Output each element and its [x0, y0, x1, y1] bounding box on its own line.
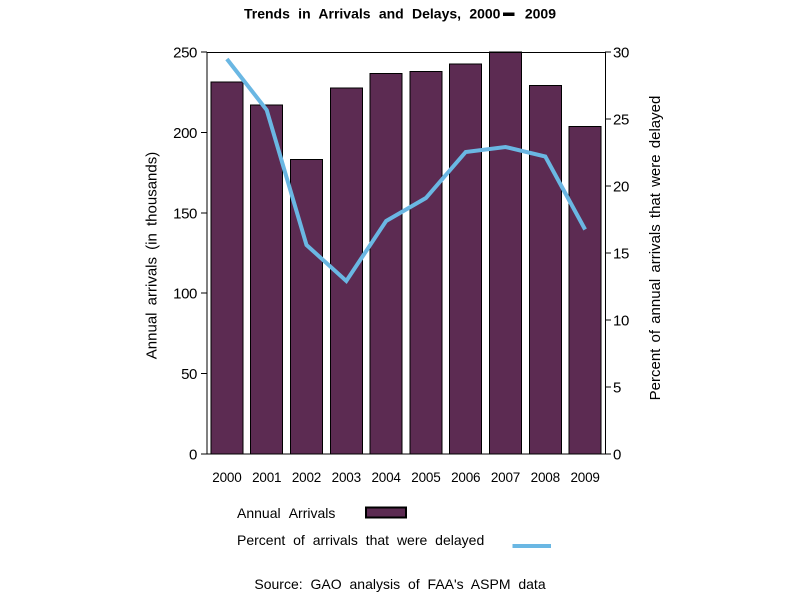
svg-text:150: 150 [173, 205, 197, 222]
svg-text:25: 25 [613, 112, 629, 129]
svg-text:0: 0 [189, 447, 197, 464]
svg-text:15: 15 [613, 246, 629, 263]
svg-text:2006: 2006 [451, 470, 480, 485]
svg-text:2009: 2009 [570, 470, 599, 485]
svg-text:Source: GAO analysis of FAA's: Source: GAO analysis of FAA's ASPM data [254, 576, 545, 592]
svg-text:2008: 2008 [531, 470, 560, 485]
svg-text:2003: 2003 [332, 470, 361, 485]
svg-text:2002: 2002 [292, 470, 321, 485]
svg-text:5: 5 [613, 380, 621, 397]
svg-text:200: 200 [173, 125, 197, 142]
svg-text:20: 20 [613, 179, 629, 196]
svg-text:100: 100 [173, 286, 197, 303]
svg-text:50: 50 [181, 366, 197, 383]
svg-text:10: 10 [613, 313, 629, 330]
svg-text:Percent of arrivals that were: Percent of arrivals that were delayed [237, 532, 484, 548]
svg-text:250: 250 [173, 45, 197, 62]
svg-text:2000: 2000 [212, 470, 241, 485]
svg-text:0: 0 [613, 447, 621, 464]
svg-text:Annual arrivals (in thousands): Annual arrivals (in thousands) [144, 152, 161, 359]
svg-text:Percent of annual arrivals tha: Percent of annual arrivals that were del… [647, 96, 664, 401]
svg-text:2005: 2005 [411, 470, 440, 485]
svg-text:Annual Arrivals: Annual Arrivals [237, 505, 335, 521]
svg-text:2001: 2001 [252, 470, 281, 485]
svg-text:2007: 2007 [491, 470, 520, 485]
svg-text:30: 30 [613, 45, 629, 62]
svg-text:2004: 2004 [371, 470, 401, 485]
